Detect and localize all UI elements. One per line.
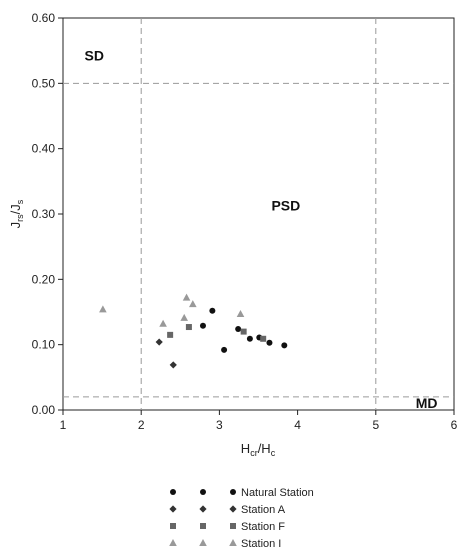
- legend-marker: [169, 505, 177, 513]
- data-point: [185, 324, 192, 331]
- data-point: [281, 342, 288, 349]
- data-point: [99, 305, 107, 313]
- x-tick-label: 1: [60, 418, 67, 432]
- y-axis: 0.00 0.10 0.20 0.30 0.40 0.50 0.60: [32, 11, 63, 417]
- data-point: [189, 300, 197, 308]
- data-point: [159, 319, 167, 327]
- legend-marker: [200, 489, 206, 495]
- y-tick-label: 0.30: [32, 207, 56, 221]
- region-label-psd: PSD: [271, 198, 300, 214]
- x-tick-label: 4: [294, 418, 301, 432]
- data-point: [199, 322, 206, 329]
- data-point: [266, 339, 273, 346]
- x-tick-label: 6: [451, 418, 458, 432]
- data-point: [209, 307, 216, 314]
- legend-marker: [200, 523, 206, 529]
- y-tick-label: 0.40: [32, 142, 56, 156]
- x-tick-label: 3: [216, 418, 223, 432]
- legend-marker: [230, 523, 236, 529]
- legend-marker: [230, 489, 236, 495]
- region-labels: SD PSD MD: [85, 47, 438, 411]
- legend-label: Station F: [241, 521, 285, 533]
- legend-marker: [170, 489, 176, 495]
- legend-marker: [229, 505, 237, 513]
- y-tick-label: 0.20: [32, 272, 56, 286]
- x-axis: 1 2 3 4 5 6: [60, 410, 458, 432]
- x-axis-title: Hcr/Hc: [241, 441, 276, 458]
- y-axis-title: Jrs/Js: [8, 199, 25, 228]
- data-point: [240, 328, 247, 335]
- legend-marker: [229, 539, 237, 546]
- data-point: [155, 338, 163, 346]
- y-tick-label: 0.50: [32, 76, 56, 90]
- x-tick-label: 2: [138, 418, 145, 432]
- data-point: [235, 325, 242, 332]
- data-points: [99, 293, 288, 369]
- reference-lines: [63, 18, 454, 410]
- data-point: [182, 293, 191, 301]
- legend-marker: [199, 505, 207, 513]
- data-point: [180, 313, 189, 321]
- data-point: [236, 309, 245, 317]
- legend-label: Natural Station: [241, 487, 314, 499]
- y-tick-label: 0.00: [32, 403, 56, 417]
- x-tick-label: 5: [372, 418, 379, 432]
- y-tick-label: 0.60: [32, 11, 56, 25]
- data-point: [169, 361, 177, 369]
- data-point: [167, 331, 174, 338]
- legend-label: Station I: [241, 538, 281, 550]
- data-point: [221, 346, 228, 353]
- legend-label: Station A: [241, 504, 286, 516]
- y-tick-label: 0.10: [32, 338, 56, 352]
- plot-frame: [62, 17, 455, 411]
- legend-marker: [170, 523, 176, 529]
- data-point: [260, 335, 267, 342]
- region-label-sd: SD: [85, 47, 104, 63]
- legend: Natural Station Station A Station F Station…: [169, 487, 314, 550]
- data-point: [246, 335, 253, 342]
- legend-marker: [169, 539, 177, 546]
- legend-marker: [199, 539, 207, 546]
- region-label-md: MD: [416, 395, 438, 411]
